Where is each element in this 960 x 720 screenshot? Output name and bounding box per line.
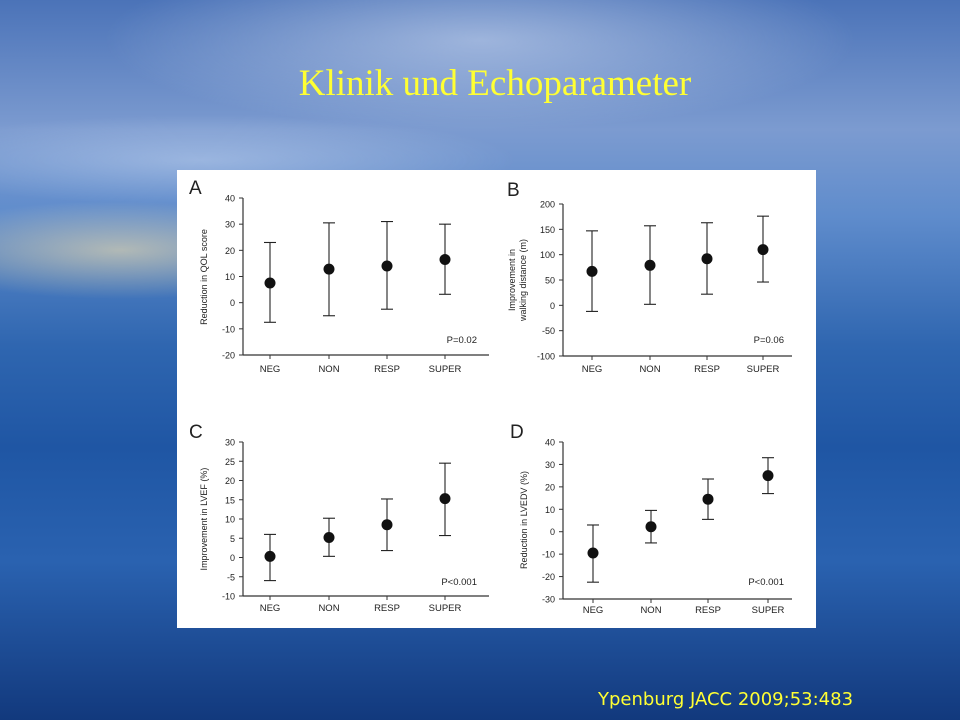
x-tick-label: RESP [695,605,721,616]
x-tick-label: NEG [582,364,603,375]
y-axis-label: Reduction in QOL score [199,229,209,325]
panel-a: A 40 30 20 10 0 -10 -20 Reduction in QOL score NE… [189,178,489,375]
x-tick-label: SUPER [429,364,462,375]
data-point [762,470,774,482]
y-tick-label: 20 [225,476,235,486]
p-value-annotation: P=0.02 [447,335,477,346]
figure-background [177,170,816,628]
x-tick-label: NEG [583,605,604,616]
y-tick-label: 10 [545,505,555,515]
y-tick-label: 10 [225,272,235,282]
data-point [757,244,769,256]
data-point [439,493,451,505]
y-tick-label: -100 [537,352,555,362]
data-point [439,253,451,265]
y-tick-label: 0 [230,553,235,563]
data-point [381,260,393,272]
y-tick-label: 25 [225,457,235,467]
y-tick-label: -10 [542,550,555,560]
y-tick-label: 0 [550,527,555,537]
x-tick-label: NON [318,364,339,375]
panel-c: C 30 25 20 15 10 5 0 -5 -10 Improvement in LVEF (%… [189,422,489,614]
slide-title: Klinik und Echoparameter [298,63,692,104]
y-axis-label-line: Improvement in [507,249,517,311]
data-point [323,263,335,275]
panel-letter: A [189,178,202,199]
y-axis-label: Reduction in LVEDV (%) [519,471,529,569]
y-tick-label: 40 [545,438,555,448]
y-axis-label-line: walking distance (m) [518,239,528,322]
y-tick-label: 15 [225,495,235,505]
panel-d: D 40 30 20 10 0 -10 -20 -30 Reduction in LVEDV (%… [510,422,792,616]
y-tick-label: 10 [225,515,235,525]
data-point [586,265,598,277]
y-tick-label: 100 [540,250,555,260]
data-point [701,253,713,265]
x-tick-label: RESP [374,603,400,614]
panel-letter: B [507,180,520,201]
y-tick-label: 50 [545,276,555,286]
y-tick-label: 150 [540,225,555,235]
y-tick-label: 20 [225,246,235,256]
data-point [264,277,276,289]
data-point [645,521,657,533]
x-tick-label: NEG [260,603,281,614]
y-axis-label: Improvement inwalking distance (m) [507,239,528,322]
y-tick-label: -10 [222,324,235,334]
y-tick-label: -20 [222,351,235,361]
x-tick-label: RESP [694,364,720,375]
y-tick-label: -50 [542,326,555,336]
panel-b: B 200 150 100 50 0 -50 -100 Improvement inwalkin… [507,180,792,375]
p-value-annotation: P=0.06 [754,335,784,346]
data-point [264,550,276,562]
panel-letter: C [189,422,203,443]
y-tick-label: 30 [225,220,235,230]
x-tick-label: NON [640,605,661,616]
y-tick-label: -30 [542,595,555,605]
data-point [702,493,714,505]
y-tick-label: 30 [225,438,235,448]
x-tick-label: NON [639,364,660,375]
data-point [644,259,656,271]
y-tick-label: 30 [545,460,555,470]
y-tick-label: -5 [227,572,235,582]
y-tick-label: 40 [225,194,235,204]
data-point [323,531,335,543]
y-tick-label: 200 [540,200,555,210]
x-tick-label: NON [318,603,339,614]
x-tick-label: RESP [374,364,400,375]
p-value-annotation: P<0.001 [748,577,784,588]
y-tick-label: 20 [545,482,555,492]
y-tick-label: 5 [230,534,235,544]
data-point [381,519,393,531]
panel-letter: D [510,422,524,443]
citation: Ypenburg JACC 2009;53:483 [598,689,854,710]
y-axis-label: Improvement in LVEF (%) [199,468,209,571]
y-tick-label: 0 [230,298,235,308]
y-tick-label: -20 [542,572,555,582]
x-tick-label: SUPER [429,603,462,614]
x-tick-label: SUPER [747,364,780,375]
y-tick-label: 0 [550,301,555,311]
x-tick-label: SUPER [752,605,785,616]
x-tick-label: NEG [260,364,281,375]
p-value-annotation: P<0.001 [441,577,477,588]
y-tick-label: -10 [222,592,235,602]
data-point [587,547,599,559]
